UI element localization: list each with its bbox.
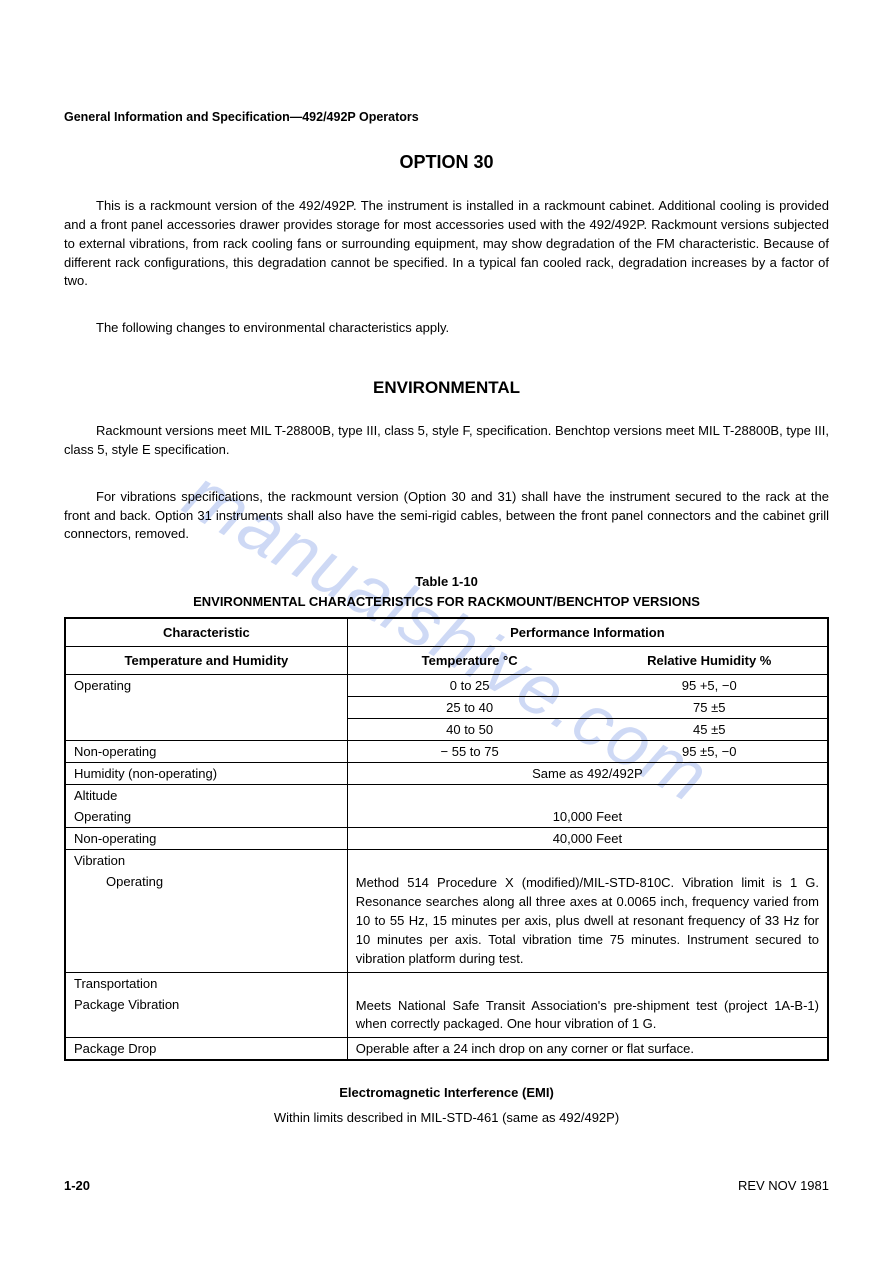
cell-humidity-nonop-val: Same as 492/492P [347,763,828,785]
table-row: Operating Method 514 Procedure X (modifi… [65,871,828,972]
emi-body: Within limits described in MIL-STD-461 (… [64,1110,829,1125]
environmental-title: ENVIRONMENTAL [64,378,829,398]
changes-paragraph: The following changes to environmental c… [64,319,829,338]
hdr-performance: Performance Information [347,618,828,647]
cell-op-r2-temp: 25 to 40 [347,697,591,719]
revision-date: REV NOV 1981 [738,1178,829,1193]
cell-alt-op-val: 10,000 Feet [347,806,828,828]
cell-transportation-label: Transportation [65,972,347,994]
intro-paragraph: This is a rackmount version of the 492/4… [64,197,829,291]
cell-vib-op-label: Operating [65,871,347,972]
hdr-characteristic: Characteristic [65,618,347,647]
table-row: Package Drop Operable after a 24 inch dr… [65,1038,828,1061]
table-row: Humidity (non-operating) Same as 492/492… [65,763,828,785]
cell-op-r3-rh: 45 ±5 [591,719,828,741]
table-row: Operating 0 to 25 95 +5, −0 [65,675,828,697]
table-row: Non-operating − 55 to 75 95 ±5, −0 [65,741,828,763]
running-header: General Information and Specification—49… [64,110,829,124]
cell-vib-op-text: Method 514 Procedure X (modified)/MIL-ST… [347,871,828,972]
env-paragraph-2: For vibrations specifications, the rackm… [64,488,829,545]
table-row: Vibration [65,850,828,872]
table-row: 25 to 40 75 ±5 [65,697,828,719]
cell-operating-label: Operating [65,675,347,697]
page-content: General Information and Specification—49… [64,110,829,1203]
table-subheader-row: Temperature and Humidity Temperature °C … [65,647,828,675]
cell-vibration-label: Vibration [65,850,347,872]
table-caption-line1: Table 1-10 [415,574,478,589]
page-number: 1-20 [64,1178,90,1193]
table-row: Transportation [65,972,828,994]
cell-nonop-rh: 95 ±5, −0 [591,741,828,763]
page-footer: 1-20 REV NOV 1981 [64,1178,829,1193]
emi-title: Electromagnetic Interference (EMI) [64,1085,829,1100]
cell-humidity-nonop-label: Humidity (non-operating) [65,763,347,785]
environmental-table: Characteristic Performance Information T… [64,617,829,1061]
cell-op-r3-temp: 40 to 50 [347,719,591,741]
table-row: Altitude [65,785,828,807]
table-row: Non-operating 40,000 Feet [65,828,828,850]
sub-rel-humidity: Relative Humidity % [591,647,828,675]
table-caption-line2: ENVIRONMENTAL CHARACTERISTICS FOR RACKMO… [193,594,700,609]
cell-alt-op-label: Operating [65,806,347,828]
table-row: 40 to 50 45 ±5 [65,719,828,741]
sub-temp-humidity: Temperature and Humidity [65,647,347,675]
cell-op-r1-temp: 0 to 25 [347,675,591,697]
table-row: Operating 10,000 Feet [65,806,828,828]
cell-altitude-label: Altitude [65,785,347,807]
cell-pkg-vib-label: Package Vibration [65,994,347,1038]
main-title: OPTION 30 [64,152,829,173]
cell-pkg-vib-text: Meets National Safe Transit Association'… [347,994,828,1038]
sub-temperature: Temperature °C [347,647,591,675]
table-header-row: Characteristic Performance Information [65,618,828,647]
cell-pkg-drop-label: Package Drop [65,1038,347,1061]
cell-op-r1-rh: 95 +5, −0 [591,675,828,697]
table-caption: Table 1-10 ENVIRONMENTAL CHARACTERISTICS… [64,572,829,611]
cell-pkg-drop-text: Operable after a 24 inch drop on any cor… [347,1038,828,1061]
cell-nonop-temp: − 55 to 75 [347,741,591,763]
table-row: Package Vibration Meets National Safe Tr… [65,994,828,1038]
env-paragraph-1: Rackmount versions meet MIL T-28800B, ty… [64,422,829,460]
cell-alt-nonop-val: 40,000 Feet [347,828,828,850]
cell-nonop-label: Non-operating [65,741,347,763]
cell-op-r2-rh: 75 ±5 [591,697,828,719]
cell-alt-nonop-label: Non-operating [65,828,347,850]
